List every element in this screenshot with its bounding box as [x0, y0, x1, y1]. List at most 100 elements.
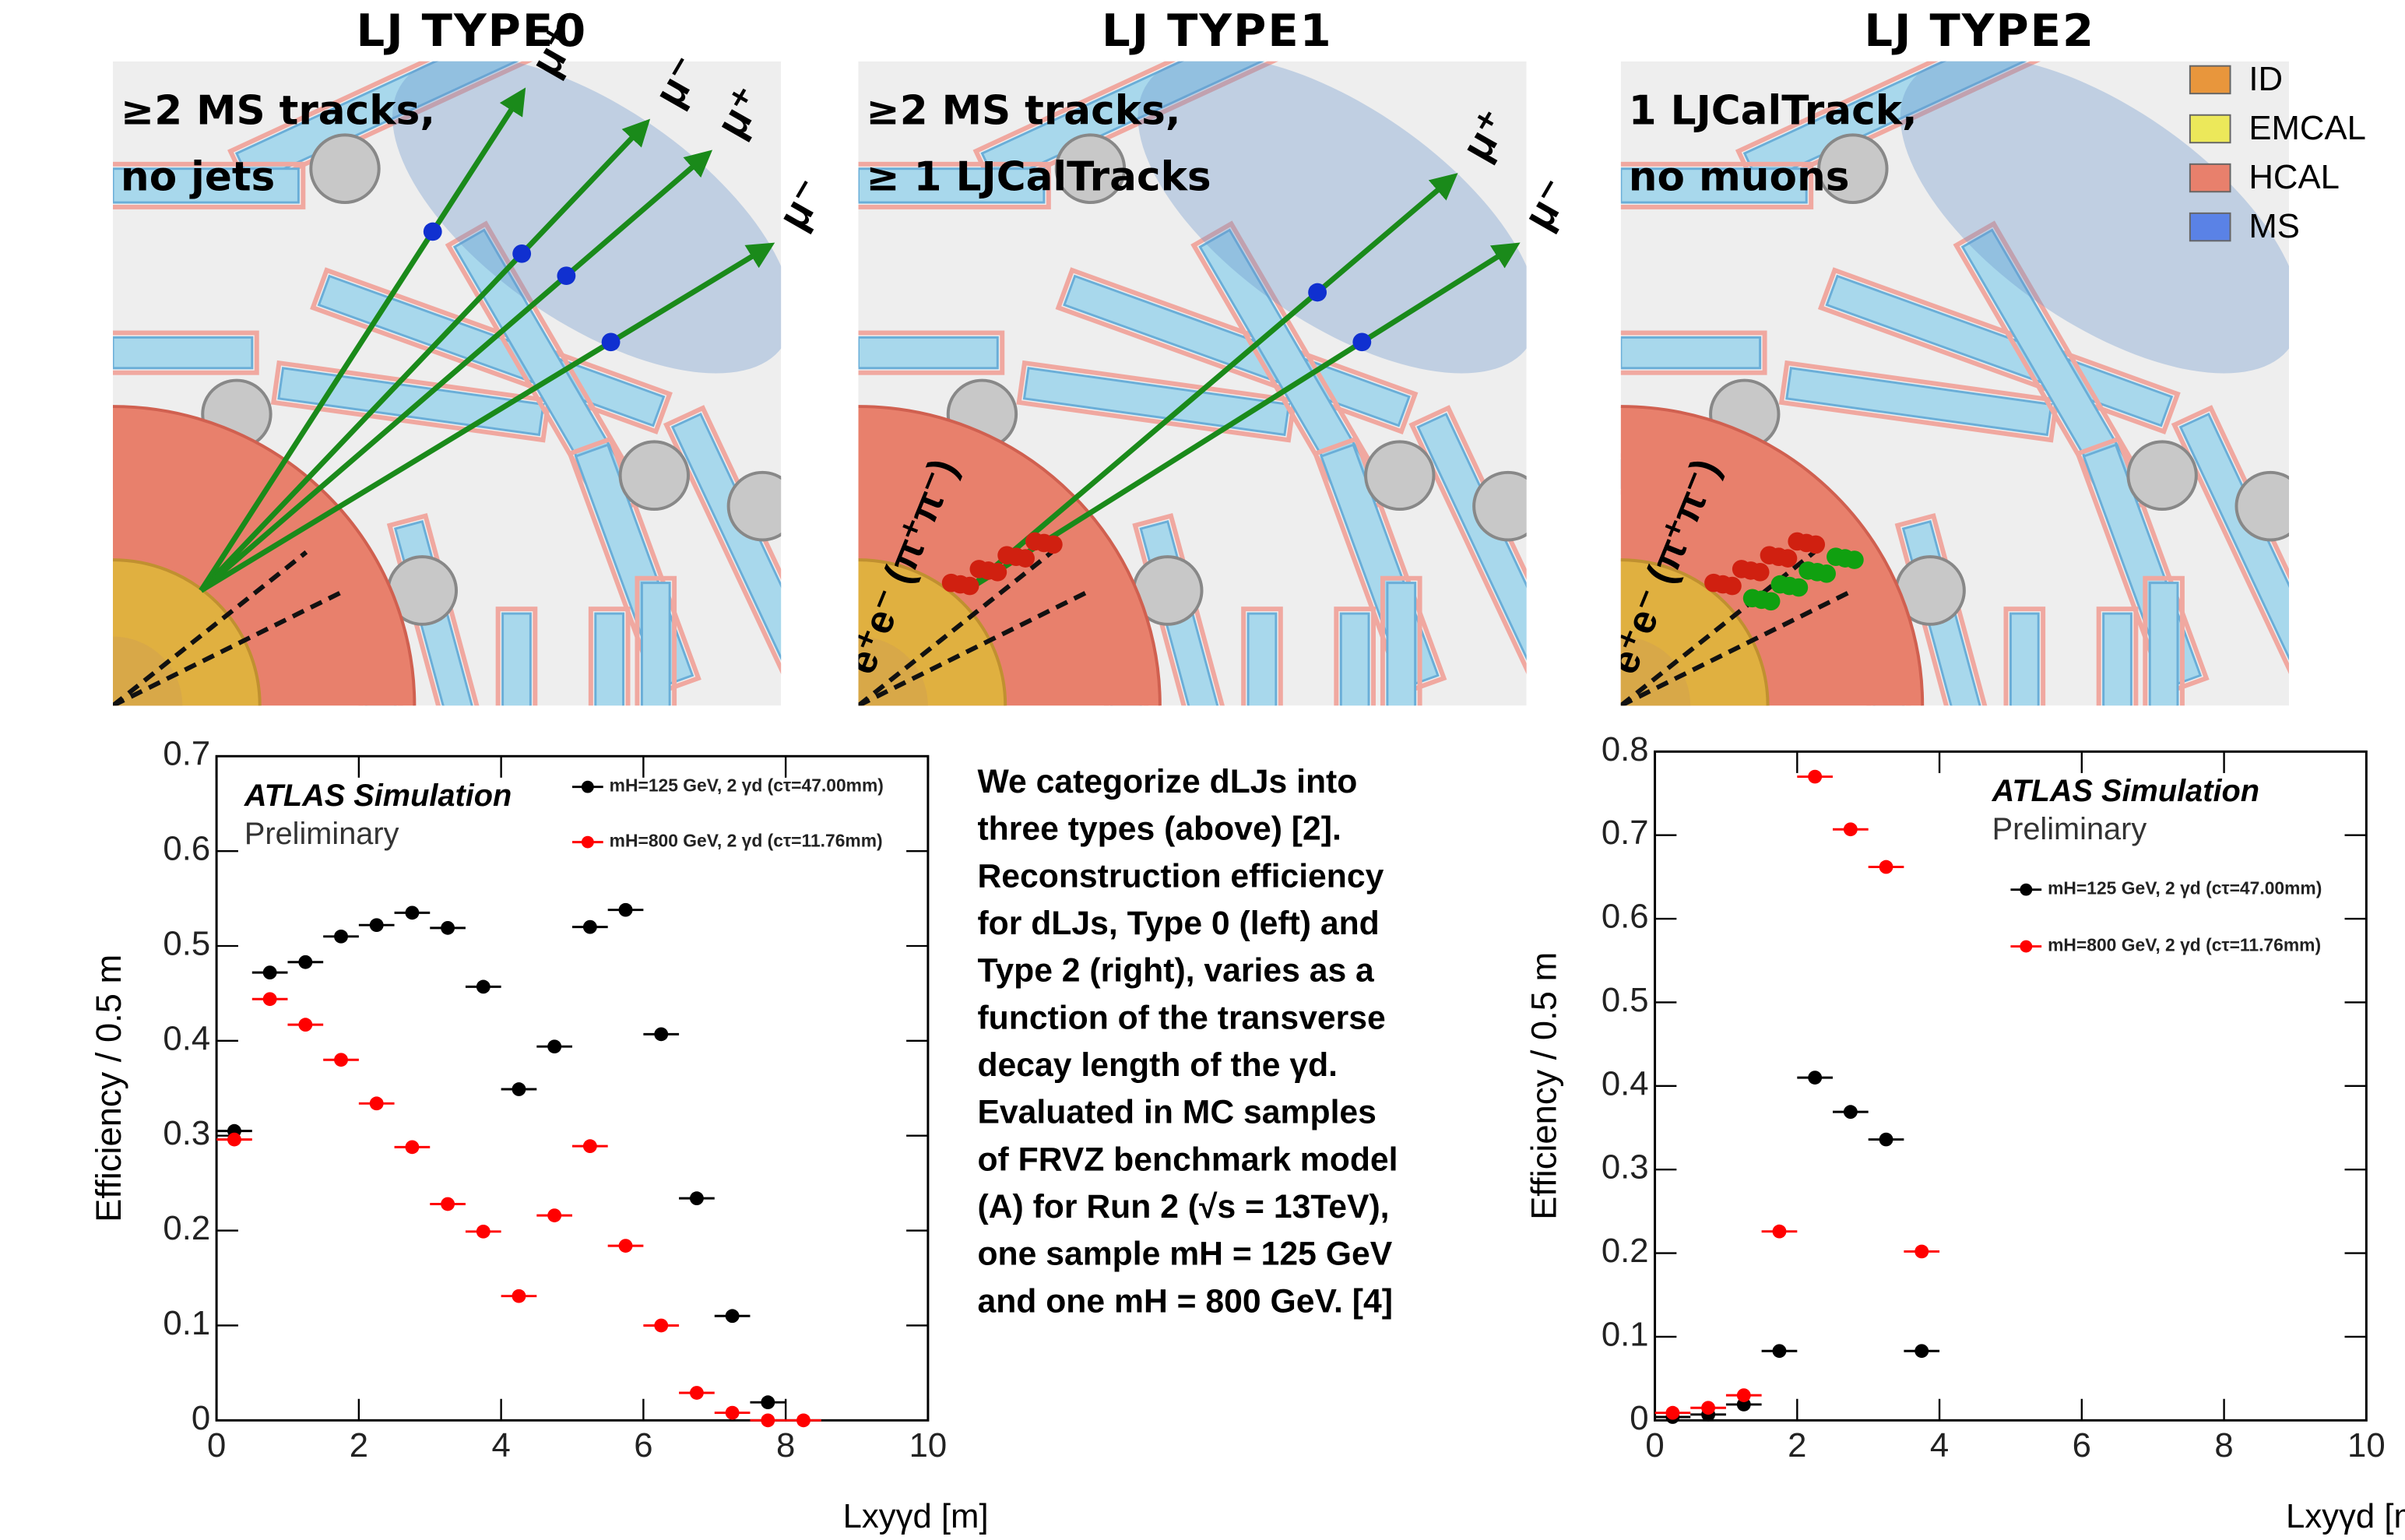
caption-line: (A) for Run 2 (√s = 13TeV), — [977, 1188, 1389, 1225]
support — [2234, 470, 2290, 542]
chamber-edge — [858, 330, 1005, 375]
caption-line: We categorize dLJs into — [977, 763, 1357, 800]
hcal-deposit — [1750, 563, 1770, 582]
data-point — [369, 1096, 384, 1111]
y-tick-label: 0.4 — [163, 1020, 210, 1057]
chamber-edge — [1620, 161, 1814, 209]
panel-title: LJ TYPE0 — [357, 5, 588, 57]
y-axis-label: Efficiency / 0.5 m — [89, 955, 128, 1222]
data-point — [1879, 860, 1893, 874]
data-point — [1843, 822, 1858, 837]
caption-line: for dLJs, Type 0 (left) and — [977, 905, 1379, 942]
data-point — [512, 1082, 526, 1096]
x-tick-label: 10 — [2347, 1427, 2386, 1464]
data-point — [369, 918, 384, 933]
data-point — [476, 979, 490, 994]
y-tick-label: 0 — [192, 1400, 210, 1437]
hcal-deposit — [1043, 535, 1063, 554]
caption-line: Evaluated in MC samples — [977, 1094, 1376, 1131]
chamber — [1785, 367, 2053, 437]
panel-note: no muons — [1629, 154, 1850, 201]
chamber — [2148, 582, 2179, 706]
y-tick-label: 0.3 — [163, 1115, 210, 1152]
chamber-edge — [2096, 607, 2139, 706]
chamber-edge — [113, 330, 259, 375]
legend-label: ID — [2249, 61, 2283, 98]
dashed-track — [858, 550, 1053, 706]
detector-panel: e⁺e⁻ (π⁺π⁻) — [1620, 61, 2290, 706]
chamber-edge — [2075, 435, 2210, 696]
chamber — [1386, 582, 1417, 706]
y-tick-label: 0.1 — [163, 1305, 210, 1342]
data-point — [618, 902, 633, 917]
chamber-edge — [1016, 360, 1297, 443]
data-point — [1915, 1244, 1929, 1259]
y-tick-label: 0.7 — [163, 736, 210, 773]
data-point — [512, 1289, 526, 1303]
dashed-track — [113, 550, 308, 706]
panel-note: ≥ 1 LJCalTracks — [866, 154, 1211, 201]
chamber — [670, 412, 782, 706]
legend-marker — [581, 780, 594, 793]
hcal-deposit — [960, 576, 979, 596]
y-tick-label: 0.5 — [163, 926, 210, 963]
chamber — [113, 336, 254, 370]
y-tick-label: 0.6 — [1602, 898, 1649, 936]
plot-frame — [1654, 750, 2368, 1422]
chamber-edge — [270, 360, 552, 443]
panel-title: LJ TYPE2 — [1864, 5, 2095, 57]
support — [1364, 440, 1436, 512]
legend-label: MS — [2249, 208, 2300, 245]
data-point — [227, 1132, 241, 1147]
data-point — [262, 992, 277, 1007]
caption-line: function of the transverse — [977, 999, 1385, 1036]
legend-swatch — [2189, 65, 2231, 95]
dashed-track — [1620, 588, 1855, 706]
chamber-edge — [635, 575, 677, 706]
data-point — [334, 1053, 348, 1067]
hcal-deposit — [1806, 535, 1826, 554]
id — [1620, 636, 1691, 706]
chamber — [1620, 336, 1762, 370]
chamber-edge — [2003, 607, 2046, 706]
data-point — [1879, 1132, 1893, 1147]
data-point — [618, 1239, 633, 1253]
emcal-deposit — [1844, 550, 1864, 569]
data-point — [1772, 1344, 1787, 1359]
atlas-sublabel: Preliminary — [1992, 812, 2147, 846]
x-tick-label: 0 — [1645, 1427, 1664, 1464]
ms-hit — [512, 244, 532, 263]
legend-label: mH=800 GeV, 2 γd (cτ=11.76mm) — [610, 831, 883, 851]
data-point — [1843, 1105, 1858, 1119]
chamber — [858, 167, 1046, 204]
chamber-edge — [1408, 405, 1527, 706]
data-point — [441, 920, 455, 935]
chamber-edge — [495, 607, 538, 706]
chamber-edge — [1620, 330, 1767, 375]
id — [113, 636, 183, 706]
support — [1817, 133, 1889, 205]
legend-marker — [2020, 883, 2033, 896]
chamber-edge — [1132, 512, 1229, 706]
data-point — [689, 1191, 704, 1206]
y-tick-label: 0 — [1630, 1400, 1648, 1437]
x-tick-label: 10 — [909, 1427, 948, 1464]
chamber-edge — [2143, 575, 2185, 706]
y-tick-label: 0.1 — [1602, 1317, 1649, 1354]
y-tick-label: 0.4 — [1602, 1065, 1649, 1102]
chamber — [640, 582, 671, 706]
chamber — [1620, 167, 1808, 204]
data-point — [654, 1027, 669, 1042]
chamber-edge — [858, 161, 1051, 209]
legend-label: mH=800 GeV, 2 γd (cτ=11.76mm) — [2048, 935, 2321, 955]
panel-note: ≥2 MS tracks, — [121, 88, 435, 135]
panel-note: 1 LJCalTrack, — [1629, 88, 1918, 135]
x-tick-label: 2 — [1788, 1427, 1806, 1464]
legend-swatch — [2189, 163, 2231, 193]
support — [309, 133, 381, 205]
muon-track — [199, 118, 651, 592]
legend-label: mH=125 GeV, 2 γd (cτ=47.00mm) — [610, 775, 884, 796]
legend-marker — [581, 835, 594, 849]
